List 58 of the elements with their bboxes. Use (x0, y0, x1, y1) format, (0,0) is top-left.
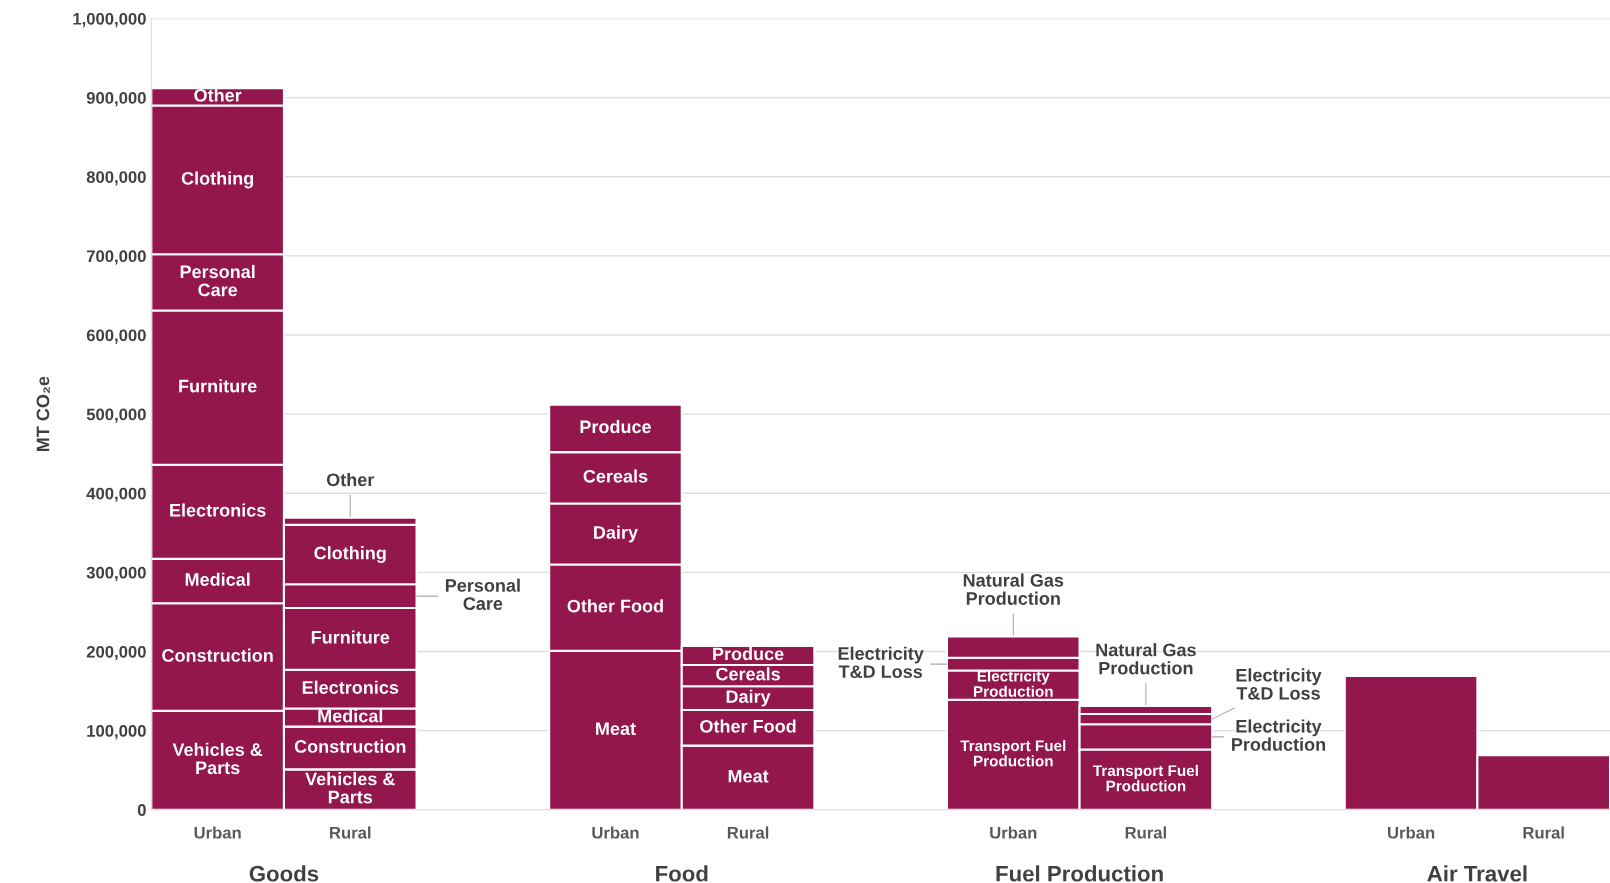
text: Fuel Production (996, 865, 1163, 882)
series-label: Electronics (302, 680, 399, 694)
x-tick-label: Rural (727, 826, 769, 839)
x-tick-label: Rural (1523, 826, 1564, 839)
text: Electricity Production (1232, 719, 1326, 751)
text: Other (326, 472, 375, 487)
y-tick-label: 200,000 (86, 645, 146, 661)
y-tick-label: 400,000 (86, 487, 146, 502)
series-label: Electricity Production (973, 670, 1053, 697)
text: Other Food (567, 599, 663, 613)
text: Produce (580, 419, 651, 434)
text: Medical (185, 572, 250, 586)
series-label: Cereals (716, 667, 780, 681)
series-label: Construction (162, 648, 273, 662)
text: Electricity T&D Loss (1236, 668, 1322, 700)
series-label: Transport Fuel Production (1093, 764, 1198, 792)
y-axis-title: MT CO₂e (36, 376, 50, 452)
text: Transport Fuel Production (960, 739, 1066, 767)
text: Construction (294, 739, 406, 753)
x-tick-label: Urban (592, 826, 639, 839)
y-tick-label: 600,000 (86, 329, 146, 344)
x-tick-label: Rural (1125, 826, 1166, 839)
text: Dairy (594, 525, 638, 543)
y-tick-label: 700,000 (86, 250, 146, 265)
series-label: Personal Care (180, 264, 255, 297)
series-label: Meat (728, 769, 769, 783)
text: Food (656, 865, 708, 882)
series-label: Natural Gas Production (1096, 643, 1196, 675)
text: Meat (596, 722, 636, 736)
series-label: Produce (713, 647, 784, 661)
series-label: Medical (318, 709, 383, 723)
text: Vehicles & Parts (172, 742, 263, 775)
y-tick-label: 1,000,000 (73, 12, 146, 28)
y-tick-label: 300,000 (86, 566, 146, 581)
text: Air Travel (1427, 865, 1527, 882)
y-tick-label: 900,000 (86, 92, 146, 107)
text: Cereals (583, 469, 648, 483)
text: Furniture (179, 379, 257, 393)
series-label: Other (194, 88, 242, 102)
series-label: Dairy (726, 689, 771, 707)
y-tick-label: 800,000 (86, 171, 146, 186)
series-label: Electricity T&D Loss (838, 646, 924, 679)
y-tick-label: 0 (137, 804, 146, 816)
text: Clothing (181, 171, 254, 189)
text: Personal Care (445, 578, 520, 611)
x-tick-label: Urban (1388, 826, 1435, 839)
text: Goods (249, 865, 319, 882)
y-tick-label: 100,000 (87, 725, 146, 740)
series-label: Clothing (314, 546, 386, 564)
series-label: Other Food (700, 719, 796, 733)
text: Natural Gas Production (963, 573, 1064, 605)
x-tick-label: Urban (990, 826, 1037, 839)
text: Electronics (170, 503, 266, 517)
x-tick-label: Rural (330, 826, 371, 839)
x-tick-label: Urban (194, 826, 241, 839)
y-tick-label: 500,000 (86, 408, 146, 423)
series-label: Vehicles & Parts (305, 772, 395, 804)
series-label: Furniture (311, 630, 390, 644)
